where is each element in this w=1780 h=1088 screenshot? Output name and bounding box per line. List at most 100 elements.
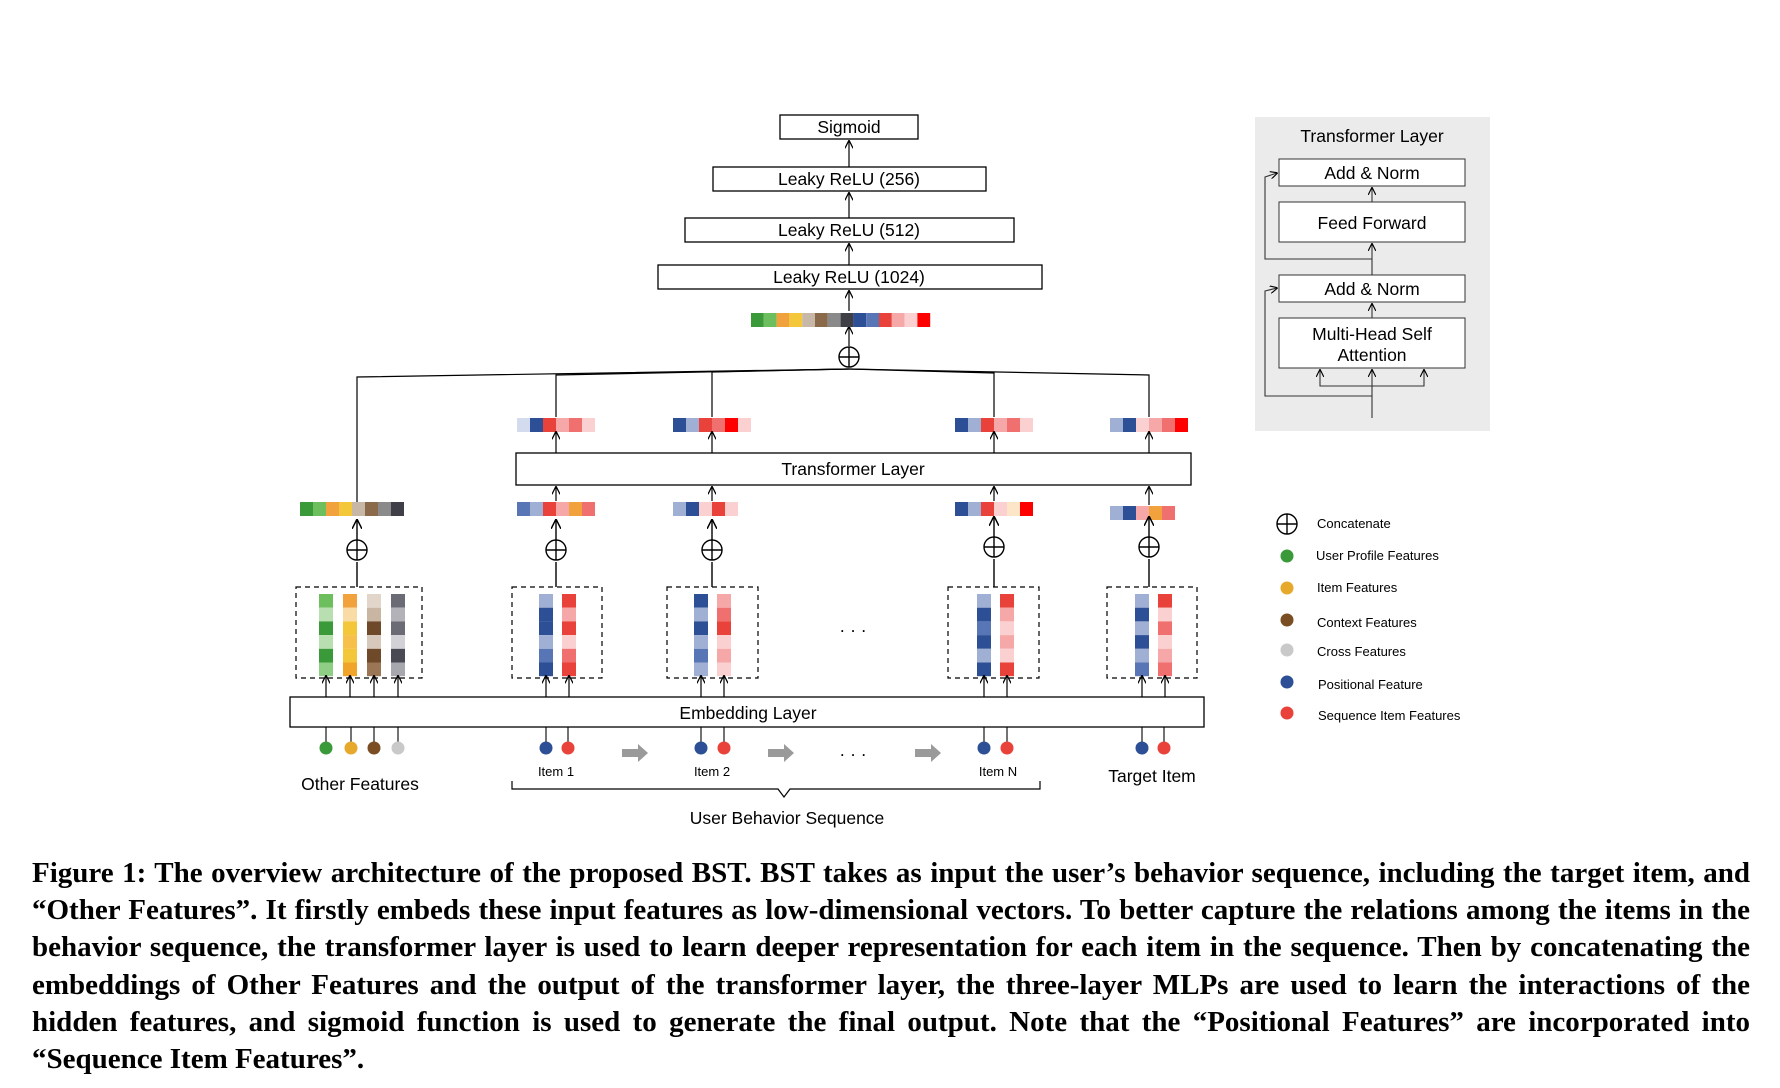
leaky-relu-256-box: Leaky ReLU (256) xyxy=(712,166,987,192)
stack-cell xyxy=(319,648,333,663)
stack-cell xyxy=(319,594,333,608)
transformer-detail-title: Transformer Layer xyxy=(1300,126,1443,146)
item-n-label: Item N xyxy=(979,764,1017,779)
concatenated-embedding-vector xyxy=(751,313,931,327)
output-cell xyxy=(955,418,968,432)
embedding-groups xyxy=(295,586,1198,697)
stack-cell xyxy=(717,662,731,677)
vector-cell xyxy=(789,313,803,327)
stack-cell xyxy=(977,621,991,636)
vector-cell xyxy=(840,313,854,327)
legend: Concatenate User Profile Features Item F… xyxy=(1276,513,1461,723)
input-cell xyxy=(339,502,352,516)
output-cell xyxy=(1175,418,1188,432)
legend-red-dot xyxy=(1280,706,1294,720)
legend-user-profile: User Profile Features xyxy=(1316,548,1439,563)
input-cell xyxy=(391,502,404,516)
stack-cell xyxy=(694,662,708,677)
input-cell xyxy=(530,502,543,516)
transformer-detail-panel: Transformer Layer Add & Norm Feed Forwar… xyxy=(1255,117,1490,431)
stack-cell xyxy=(562,662,576,677)
stack-cell xyxy=(391,594,405,608)
bst-architecture-diagram: Sigmoid Leaky ReLU (256) Leaky ReLU (512… xyxy=(289,114,1490,828)
output-cell xyxy=(556,418,569,432)
sigmoid-box: Sigmoid xyxy=(779,114,919,140)
dashed-group-box xyxy=(666,586,759,679)
dashed-group-box xyxy=(511,586,603,679)
stack-cell xyxy=(391,662,405,677)
input-cell xyxy=(582,502,595,516)
stack-cell xyxy=(717,648,731,663)
stack-cell xyxy=(717,621,731,636)
legend-brown-dot xyxy=(1280,613,1294,627)
input-cell xyxy=(994,502,1007,516)
stack-cell xyxy=(367,621,381,636)
stack-cell xyxy=(1000,594,1014,608)
stack-cell xyxy=(562,648,576,663)
stack-cell xyxy=(562,594,576,608)
legend-cross: Cross Features xyxy=(1317,644,1406,659)
stack-cell xyxy=(367,594,381,608)
transformer-input-vectors xyxy=(300,502,1175,520)
input-cell xyxy=(556,502,569,516)
input-cell xyxy=(1007,502,1020,516)
feature-dot xyxy=(977,741,991,755)
feature-dot xyxy=(367,741,381,755)
stack-cell xyxy=(717,594,731,608)
stack-cell xyxy=(539,594,553,608)
stack-cell xyxy=(1000,607,1014,622)
output-cell xyxy=(994,418,1007,432)
svg-text:Leaky ReLU (256): Leaky ReLU (256) xyxy=(778,169,920,189)
sequence-arrows xyxy=(622,744,941,762)
stack-cell xyxy=(562,607,576,622)
stack-cell xyxy=(1158,662,1172,677)
output-cell xyxy=(968,418,981,432)
stack-cell xyxy=(977,662,991,677)
transformer-arrows xyxy=(556,432,1149,505)
stack-cell xyxy=(717,607,731,622)
vector-cell xyxy=(827,313,841,327)
stack-cell xyxy=(1158,607,1172,622)
output-cell xyxy=(517,418,530,432)
add-norm-top: Add & Norm xyxy=(1324,163,1419,183)
feature-dot xyxy=(1000,741,1014,755)
input-cell xyxy=(1162,506,1175,520)
input-cell xyxy=(313,502,326,516)
sequence-ellipsis: · · · xyxy=(839,744,866,764)
svg-text:Transformer Layer: Transformer Layer xyxy=(781,459,924,479)
input-cell xyxy=(981,502,994,516)
leaky-relu-1024-box: Leaky ReLU (1024) xyxy=(657,264,1043,290)
feature-dot xyxy=(319,741,333,755)
stack-cell xyxy=(694,648,708,663)
output-cell xyxy=(699,418,712,432)
stack-cell xyxy=(977,594,991,608)
stack-cell xyxy=(319,662,333,677)
legend-sequence-item: Sequence Item Features xyxy=(1318,708,1461,723)
stack-cell xyxy=(367,648,381,663)
stack-cell xyxy=(539,621,553,636)
output-cell xyxy=(1162,418,1175,432)
input-cell xyxy=(1123,506,1136,520)
input-cell xyxy=(365,502,378,516)
output-cell xyxy=(530,418,543,432)
input-cell xyxy=(968,502,981,516)
stack-cell xyxy=(694,621,708,636)
output-cell xyxy=(543,418,556,432)
output-cell xyxy=(673,418,686,432)
output-cell xyxy=(1149,418,1162,432)
stack-cell xyxy=(1135,594,1149,608)
user-behavior-sequence-label: User Behavior Sequence xyxy=(690,808,885,828)
item-2-label: Item 2 xyxy=(694,764,730,779)
legend-context: Context Features xyxy=(1317,615,1417,630)
feature-dot xyxy=(1157,741,1171,755)
stack-cell xyxy=(694,635,708,649)
feature-dot xyxy=(561,741,575,755)
dashed-group-box xyxy=(295,586,423,679)
stack-cell xyxy=(562,635,576,649)
legend-gray-dot xyxy=(1280,643,1294,657)
input-feature-dots xyxy=(319,727,1171,755)
feature-dot xyxy=(344,741,358,755)
input-cell xyxy=(543,502,556,516)
output-cell xyxy=(582,418,595,432)
stack-cell xyxy=(1158,648,1172,663)
